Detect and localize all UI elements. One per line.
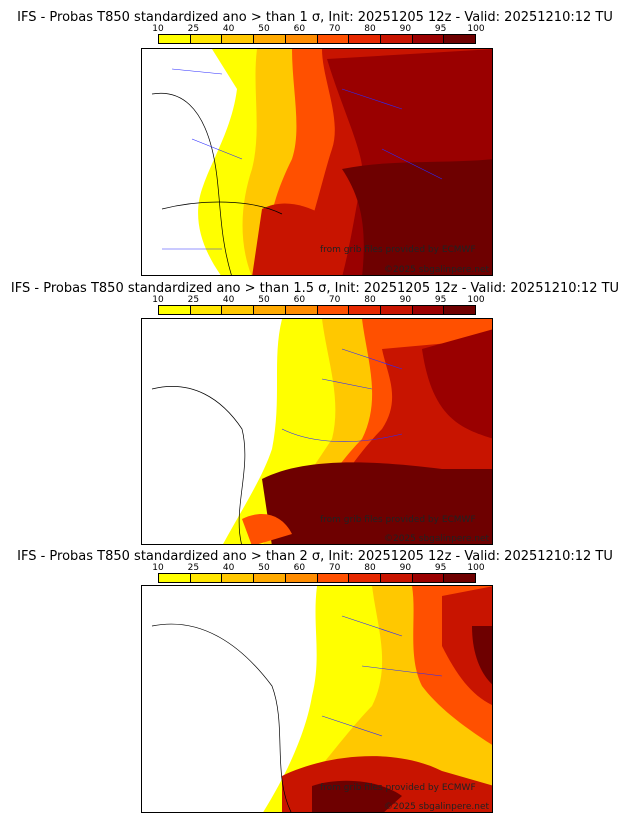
colorbar-ticks: 10 25 40 50 60 70 80 90 95 100 (152, 24, 484, 34)
colorbar-segment (285, 306, 318, 314)
colorbar-tick-label: 40 (222, 24, 235, 34)
map-panel-2: IFS - Probas T850 standardized ano > tha… (0, 275, 630, 545)
colorbar-segment (349, 306, 381, 314)
colorbar-segment (349, 574, 381, 582)
colorbar-segment (412, 35, 445, 43)
probability-map: from grib files provided by ECMWF ©2025 … (141, 585, 493, 813)
colorbar-tick-label: 70 (328, 295, 341, 305)
colorbar-ticks: 10 25 40 50 60 70 80 90 95 100 (152, 563, 484, 573)
colorbar-tick-label: 60 (293, 295, 306, 305)
colorbar-segment (380, 574, 413, 582)
colorbar-ticks: 10 25 40 50 60 70 80 90 95 100 (152, 295, 484, 305)
colorbar-tick-label: 95 (434, 295, 447, 305)
colorbar-tick-label: 100 (467, 24, 485, 34)
colorbar-segment (412, 306, 445, 314)
credit-copyright: ©2025 sbgalinpere.net (384, 802, 490, 812)
colorbar-tick-label: 25 (187, 295, 200, 305)
colorbar-tick-label: 90 (399, 24, 412, 34)
colorbar-tick-label: 10 (152, 24, 164, 34)
colorbar-segment (317, 306, 350, 314)
colorbar-tick-label: 60 (293, 24, 306, 34)
panel-title: IFS - Probas T850 standardized ano > tha… (17, 549, 613, 564)
colorbar-segment (380, 306, 413, 314)
panel-title: IFS - Probas T850 standardized ano > tha… (10, 281, 620, 296)
colorbar-segment (254, 35, 286, 43)
colorbar-segment (317, 574, 350, 582)
colorbar-segment (444, 306, 476, 314)
colorbar-segment (444, 574, 476, 582)
colorbar-segment (190, 306, 223, 314)
colorbar (158, 305, 476, 315)
colorbar-segment (349, 35, 381, 43)
colorbar-segment (285, 574, 318, 582)
colorbar-tick-label: 80 (364, 295, 376, 305)
credit-source: from grib files provided by ECMWF (320, 245, 476, 255)
credit-source: from grib files provided by ECMWF (320, 515, 476, 525)
colorbar-tick-label: 50 (258, 563, 270, 573)
colorbar-segment (285, 35, 318, 43)
colorbar-tick-label: 40 (222, 563, 235, 573)
colorbar-tick-label: 80 (364, 24, 376, 34)
colorbar-tick-label: 70 (328, 24, 341, 34)
panel-title: IFS - Probas T850 standardized ano > tha… (17, 10, 613, 25)
map-panel-3: IFS - Probas T850 standardized ano > tha… (0, 545, 630, 828)
credit-copyright: ©2025 sbgalinpere.net (384, 265, 490, 275)
map-svg-1 (142, 49, 492, 275)
colorbar-segment (254, 574, 286, 582)
map-svg-3 (151, 586, 492, 812)
colorbar-tick-label: 60 (293, 563, 306, 573)
colorbar-segment (159, 574, 191, 582)
colorbar-tick-label: 50 (258, 295, 270, 305)
colorbar-segment (190, 35, 223, 43)
probability-map: from grib files provided by ECMWF ©2025 … (141, 48, 493, 276)
colorbar-segment (444, 35, 476, 43)
map-svg-2 (151, 319, 492, 544)
colorbar-segment (317, 35, 350, 43)
colorbar-segment (159, 35, 191, 43)
colorbar-segment (190, 574, 223, 582)
colorbar-segment (254, 306, 286, 314)
colorbar-segment (222, 574, 255, 582)
colorbar-tick-label: 90 (399, 295, 412, 305)
colorbar-tick-label: 40 (222, 295, 235, 305)
colorbar-tick-label: 100 (467, 563, 485, 573)
colorbar-segment (159, 306, 191, 314)
colorbar-tick-label: 100 (467, 295, 485, 305)
colorbar-tick-label: 80 (364, 563, 376, 573)
colorbar-segment (412, 574, 445, 582)
colorbar-tick-label: 25 (187, 24, 200, 34)
colorbar-segment (380, 35, 413, 43)
colorbar-tick-label: 95 (434, 24, 447, 34)
colorbar (158, 34, 476, 44)
credit-source: from grib files provided by ECMWF (320, 783, 476, 793)
colorbar-tick-label: 50 (258, 24, 270, 34)
map-panel-1: IFS - Probas T850 standardized ano > tha… (0, 0, 630, 276)
colorbar (158, 573, 476, 583)
credit-copyright: ©2025 sbgalinpere.net (384, 534, 490, 544)
colorbar-tick-label: 70 (328, 563, 341, 573)
colorbar-tick-label: 10 (152, 563, 164, 573)
colorbar-tick-label: 25 (187, 563, 200, 573)
probability-map: from grib files provided by ECMWF ©2025 … (141, 318, 493, 545)
colorbar-segment (222, 306, 255, 314)
colorbar-tick-label: 95 (434, 563, 447, 573)
colorbar-segment (222, 35, 255, 43)
colorbar-tick-label: 10 (152, 295, 164, 305)
colorbar-tick-label: 90 (399, 563, 412, 573)
